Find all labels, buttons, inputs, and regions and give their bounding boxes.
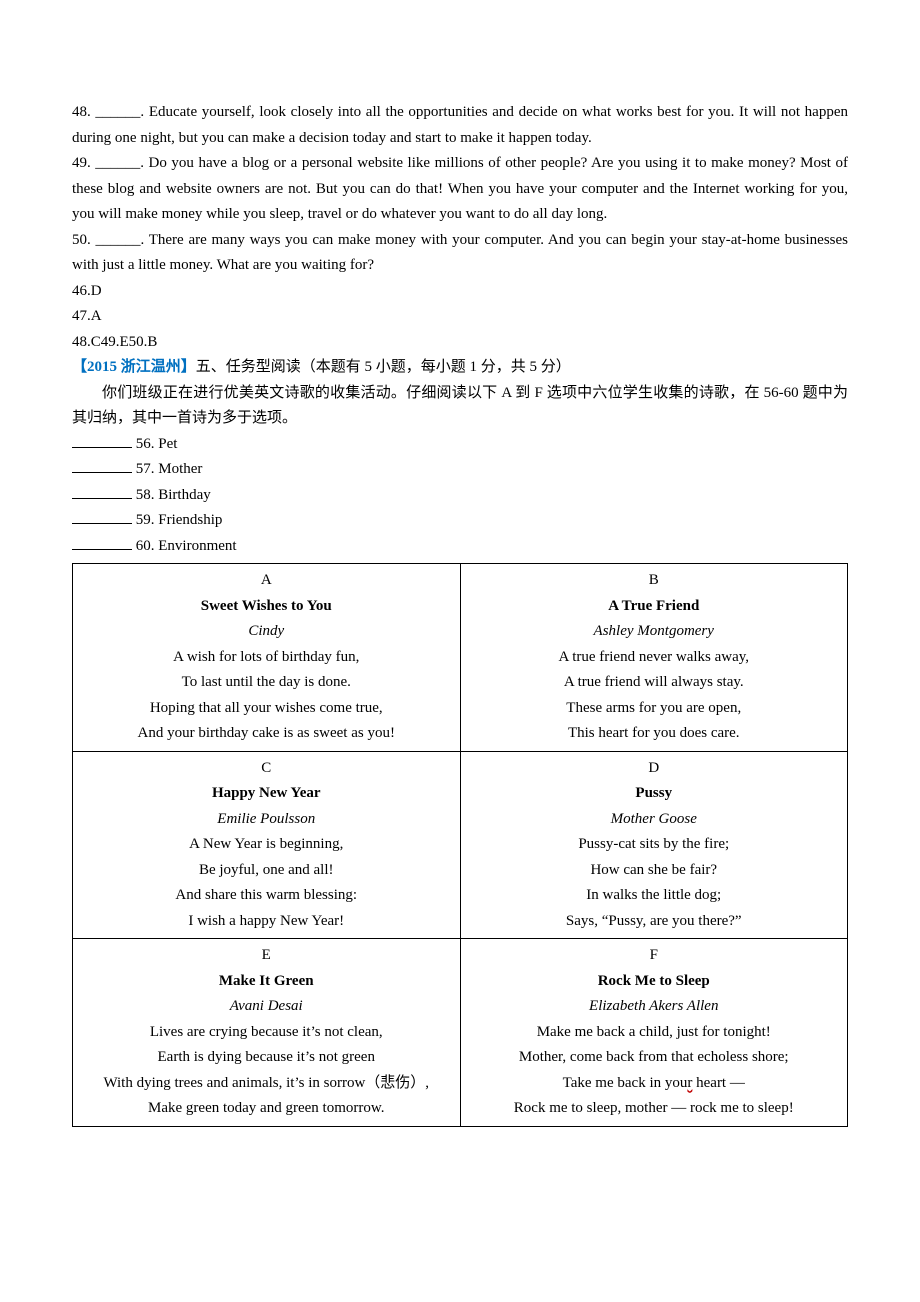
poem-line: These arms for you are open, (469, 696, 840, 722)
poem-line: This heart for you does care. (469, 721, 840, 747)
match-59: 59. Friendship (72, 508, 848, 534)
question-50: 50. ______. There are many ways you can … (72, 228, 848, 279)
match-58: 58. Birthday (72, 483, 848, 509)
poem-author: Elizabeth Akers Allen (469, 994, 840, 1020)
poem-line: Hoping that all your wishes come true, (81, 696, 452, 722)
poem-line: A true friend never walks away, (469, 645, 840, 671)
blank-56 (72, 432, 132, 448)
poem-author: Mother Goose (469, 807, 840, 833)
match-57-label: 57. Mother (132, 461, 202, 477)
blank-60 (72, 534, 132, 550)
answer-48-50: 48.C49.E50.B (72, 330, 848, 356)
poem-letter: B (469, 568, 840, 594)
match-58-label: 58. Birthday (132, 487, 211, 503)
section-title-text: 五、任务型阅读（本题有 5 小题，每小题 1 分，共 5 分） (196, 359, 571, 375)
poem-line: Take me back in your heart — (469, 1071, 840, 1097)
poem-title: Make It Green (81, 969, 452, 995)
match-60: 60. Environment (72, 534, 848, 560)
poem-title: Happy New Year (81, 781, 452, 807)
poem-line: Earth is dying because it’s not green (81, 1045, 452, 1071)
question-48: 48. ______. Educate yourself, look close… (72, 100, 848, 151)
poem-author: Avani Desai (81, 994, 452, 1020)
blank-58 (72, 483, 132, 499)
poem-author: Emilie Poulsson (81, 807, 452, 833)
poem-cell-F: F Rock Me to Sleep Elizabeth Akers Allen… (460, 939, 848, 1127)
poem-line: To last until the day is done. (81, 670, 452, 696)
document-page: 48. ______. Educate yourself, look close… (0, 0, 920, 1167)
blank-59 (72, 508, 132, 524)
poems-table: A Sweet Wishes to You Cindy A wish for l… (72, 563, 848, 1127)
table-row: A Sweet Wishes to You Cindy A wish for l… (73, 564, 848, 752)
poem-line-pre: Take me back in you (563, 1075, 688, 1091)
poem-line: Pussy-cat sits by the fire; (469, 832, 840, 858)
poem-letter: A (81, 568, 452, 594)
table-row: C Happy New Year Emilie Poulsson A New Y… (73, 751, 848, 939)
poem-line: And share this warm blessing: (81, 883, 452, 909)
poem-line: Be joyful, one and all! (81, 858, 452, 884)
poem-line: Lives are crying because it’s not clean, (81, 1020, 452, 1046)
poem-title: Rock Me to Sleep (469, 969, 840, 995)
answer-47: 47.A (72, 304, 848, 330)
poem-cell-E: E Make It Green Avani Desai Lives are cr… (73, 939, 461, 1127)
blank-57 (72, 457, 132, 473)
exam-source-bracket: 【2015 浙江温州】 (72, 359, 196, 375)
match-56-label: 56. Pet (132, 436, 177, 452)
match-56: 56. Pet (72, 432, 848, 458)
match-59-label: 59. Friendship (132, 512, 222, 528)
match-60-label: 60. Environment (132, 538, 237, 554)
poem-title: Sweet Wishes to You (81, 594, 452, 620)
poem-line: Make me back a child, just for tonight! (469, 1020, 840, 1046)
poem-title: A True Friend (469, 594, 840, 620)
poem-line: And your birthday cake is as sweet as yo… (81, 721, 452, 747)
poem-letter: D (469, 756, 840, 782)
poem-cell-C: C Happy New Year Emilie Poulsson A New Y… (73, 751, 461, 939)
poem-line: Rock me to sleep, mother — rock me to sl… (469, 1096, 840, 1122)
poem-cell-B: B A True Friend Ashley Montgomery A true… (460, 564, 848, 752)
answer-46: 46.D (72, 279, 848, 305)
table-row: E Make It Green Avani Desai Lives are cr… (73, 939, 848, 1127)
poem-line: Make green today and green tomorrow. (81, 1096, 452, 1122)
poem-line: A true friend will always stay. (469, 670, 840, 696)
poem-line: A New Year is beginning, (81, 832, 452, 858)
poem-letter: E (81, 943, 452, 969)
poem-line: How can she be fair? (469, 858, 840, 884)
poem-cell-A: A Sweet Wishes to You Cindy A wish for l… (73, 564, 461, 752)
poem-line: Mother, come back from that echoless sho… (469, 1045, 840, 1071)
match-57: 57. Mother (72, 457, 848, 483)
poem-author: Cindy (81, 619, 452, 645)
poem-author: Ashley Montgomery (469, 619, 840, 645)
poem-line: With dying trees and animals, it’s in so… (81, 1071, 452, 1097)
poem-line: Says, “Pussy, are you there?” (469, 909, 840, 935)
poem-letter: C (81, 756, 452, 782)
poem-line: A wish for lots of birthday fun, (81, 645, 452, 671)
poem-line-post: heart — (692, 1075, 744, 1091)
section-instruction: 你们班级正在进行优美英文诗歌的收集活动。仔细阅读以下 A 到 F 选项中六位学生… (72, 381, 848, 432)
poem-letter: F (469, 943, 840, 969)
poem-line: I wish a happy New Year! (81, 909, 452, 935)
poem-line: In walks the little dog; (469, 883, 840, 909)
poem-cell-D: D Pussy Mother Goose Pussy-cat sits by t… (460, 751, 848, 939)
poem-title: Pussy (469, 781, 840, 807)
section-heading: 【2015 浙江温州】五、任务型阅读（本题有 5 小题，每小题 1 分，共 5 … (72, 355, 848, 381)
question-49: 49. ______. Do you have a blog or a pers… (72, 151, 848, 228)
